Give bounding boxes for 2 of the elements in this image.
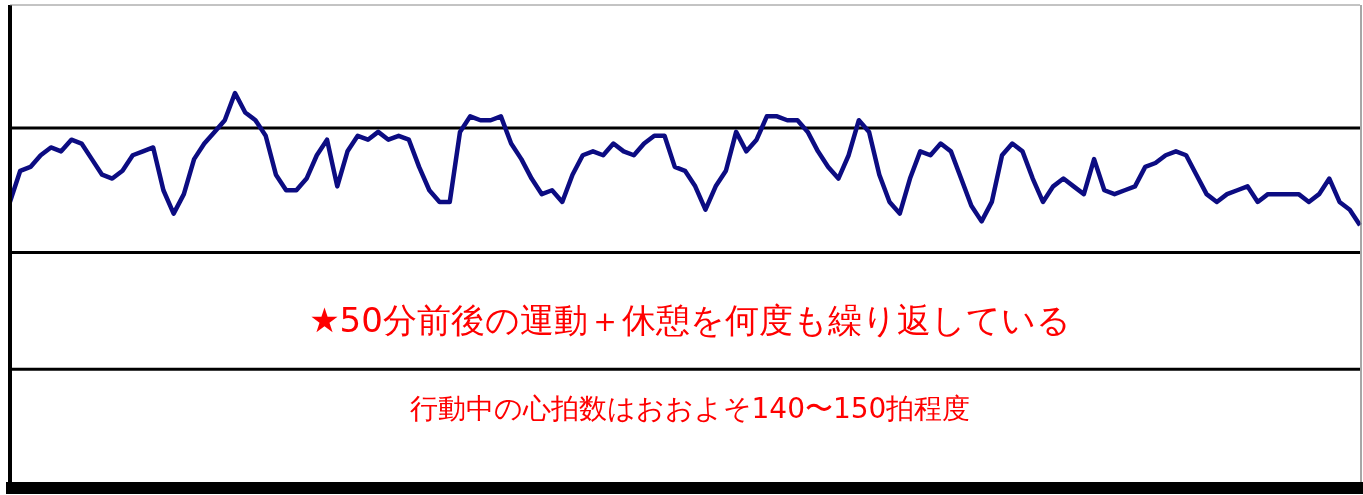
annotation: ★50分前後の運動＋休憩を何度も繰り返している bbox=[309, 300, 1071, 340]
annotation: 行動中の心拍数はおおよそ140〜150拍程度 bbox=[409, 392, 971, 425]
